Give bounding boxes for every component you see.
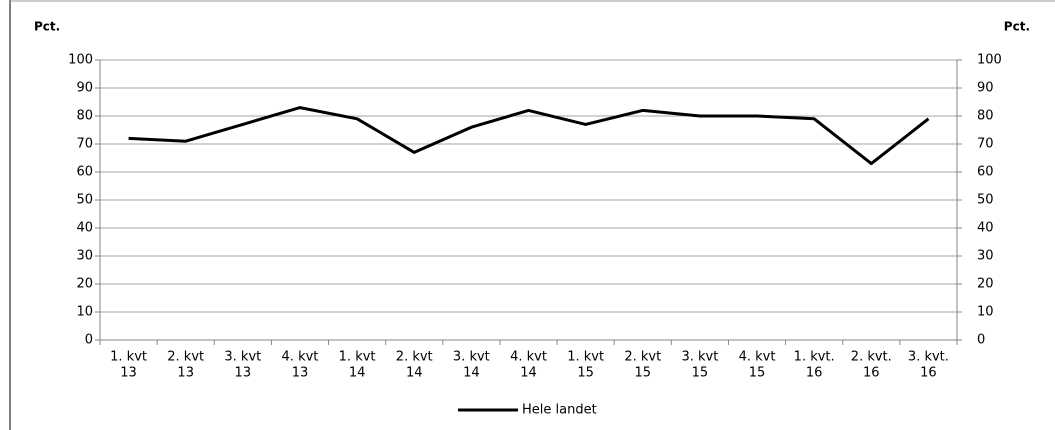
x-tick-label: 4. kvt xyxy=(510,350,547,365)
x-tick-label: 3. kvt xyxy=(224,350,261,365)
x-tick-label: 1. kvt xyxy=(339,350,376,365)
y2-axis-label: Pct. xyxy=(1004,20,1030,34)
x-tick-label: 14 xyxy=(406,366,423,381)
x-tick-label: 4. kvt xyxy=(739,350,776,365)
y2-tick-label: 20 xyxy=(977,277,994,292)
x-tick-label: 13 xyxy=(292,366,309,381)
legend-label: Hele landet xyxy=(522,403,597,418)
y2-tick-label: 70 xyxy=(977,137,994,152)
x-tick-label: 1. kvt xyxy=(110,350,147,365)
x-tick-label: 3. kvt xyxy=(453,350,490,365)
x-tick-label: 14 xyxy=(463,366,480,381)
x-tick-label: 1. kvt. xyxy=(794,350,835,365)
x-tick-label: 14 xyxy=(520,366,537,381)
x-tick-label: 1. kvt xyxy=(567,350,604,365)
y-tick-label: 100 xyxy=(68,53,93,68)
y-tick-label: 40 xyxy=(76,221,93,236)
x-tick-label: 2. kvt xyxy=(624,350,661,365)
x-tick-label: 15 xyxy=(749,366,766,381)
x-tick-label: 13 xyxy=(177,366,194,381)
y-tick-label: 0 xyxy=(85,333,93,348)
x-tick-label: 14 xyxy=(349,366,366,381)
y-tick-label: 30 xyxy=(76,249,93,264)
y2-tick-label: 30 xyxy=(977,249,994,264)
y-tick-label: 60 xyxy=(76,165,93,180)
y2-tick-label: 10 xyxy=(977,305,994,320)
x-tick-label: 2. kvt. xyxy=(851,350,892,365)
y2-tick-label: 90 xyxy=(977,81,994,96)
x-tick-label: 2. kvt xyxy=(167,350,204,365)
x-tick-label: 3. kvt. xyxy=(908,350,949,365)
x-tick-label: 13 xyxy=(120,366,137,381)
y-tick-label: 50 xyxy=(76,193,93,208)
x-tick-label: 15 xyxy=(692,366,709,381)
y2-tick-label: 60 xyxy=(977,165,994,180)
y2-tick-label: 80 xyxy=(977,109,994,124)
y-tick-label: 20 xyxy=(76,277,93,292)
x-tick-label: 13 xyxy=(235,366,252,381)
y-tick-label: 80 xyxy=(76,109,93,124)
x-tick-label: 4. kvt xyxy=(282,350,319,365)
y-tick-label: 90 xyxy=(76,81,93,96)
x-tick-label: 3. kvt xyxy=(681,350,718,365)
y-axis-label: Pct. xyxy=(34,20,60,34)
x-tick-label: 15 xyxy=(577,366,594,381)
y2-tick-label: 0 xyxy=(977,333,985,348)
x-tick-label: 2. kvt xyxy=(396,350,433,365)
y-tick-label: 10 xyxy=(76,305,93,320)
x-tick-label: 15 xyxy=(634,366,651,381)
x-tick-label: 16 xyxy=(863,366,880,381)
x-tick-label: 16 xyxy=(920,366,937,381)
data-line xyxy=(128,106,930,166)
y2-tick-label: 100 xyxy=(977,53,1002,68)
y-tick-label: 70 xyxy=(76,137,93,152)
x-tick-label: 16 xyxy=(806,366,823,381)
y2-tick-label: 40 xyxy=(977,221,994,236)
y2-tick-label: 50 xyxy=(977,193,994,208)
